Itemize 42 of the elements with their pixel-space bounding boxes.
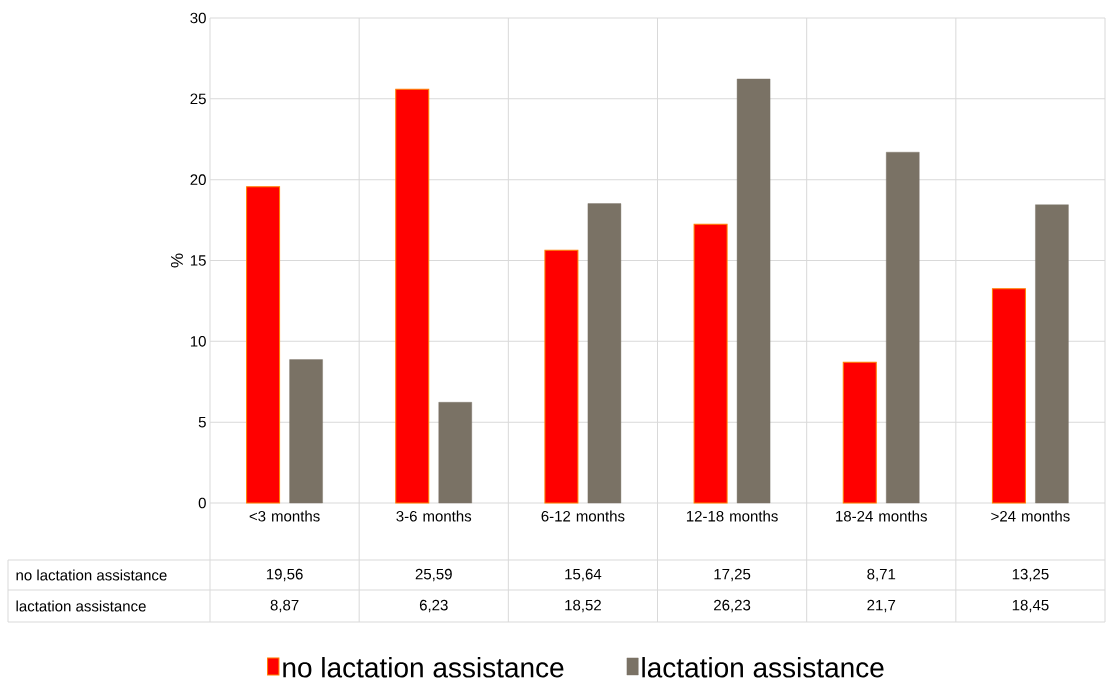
y-tick-label: 0 (198, 497, 206, 509)
data-label: 13,25 (1012, 568, 1049, 582)
y-tick-label: 5 (198, 416, 206, 428)
bar (289, 359, 323, 504)
data-label: 15,64 (565, 568, 602, 582)
bar (395, 88, 430, 504)
y-tick-label: 10 (190, 336, 206, 347)
x-tick-label: 18-24 months (836, 510, 927, 522)
data-label: 19,56 (266, 568, 303, 582)
bar (693, 223, 728, 504)
bar (246, 186, 281, 504)
data-label: 18,52 (565, 599, 601, 613)
data-label: 26,23 (714, 599, 751, 613)
bar (991, 288, 1026, 504)
bar (438, 402, 472, 504)
x-tick-label: 6-12 months (541, 510, 625, 522)
x-tick-label: 12-18 months (686, 510, 778, 522)
bar (544, 249, 579, 504)
data-label: 8,87 (270, 599, 299, 613)
y-tick-label: 30 (190, 12, 206, 24)
y-tick-label: 20 (190, 174, 206, 185)
data-label: 8,71 (867, 568, 896, 582)
y-tick-label: 15 (190, 255, 206, 266)
text: no lactation assistance (16, 569, 167, 581)
data-label: 21,7 (867, 599, 896, 613)
text: lactation assistance (16, 600, 146, 612)
data-label: 17,25 (714, 568, 751, 582)
data-label: 18,45 (1012, 599, 1049, 613)
legend-label: lactation assistance (642, 657, 884, 678)
bar (886, 151, 920, 504)
data-label: 6,23 (419, 599, 448, 613)
bar (1035, 204, 1069, 504)
y-axis-title: % (171, 253, 183, 268)
data-label: 25,59 (415, 568, 452, 582)
bar (842, 361, 877, 504)
x-tick-label: <3 months (249, 510, 320, 522)
x-tick-label: >24 months (991, 510, 1070, 522)
legend-label: no lactation assistance (283, 657, 564, 678)
y-tick-label: 25 (190, 93, 206, 105)
x-tick-label: 3-6 months (396, 510, 472, 522)
bar (587, 203, 622, 504)
bar (736, 78, 771, 504)
